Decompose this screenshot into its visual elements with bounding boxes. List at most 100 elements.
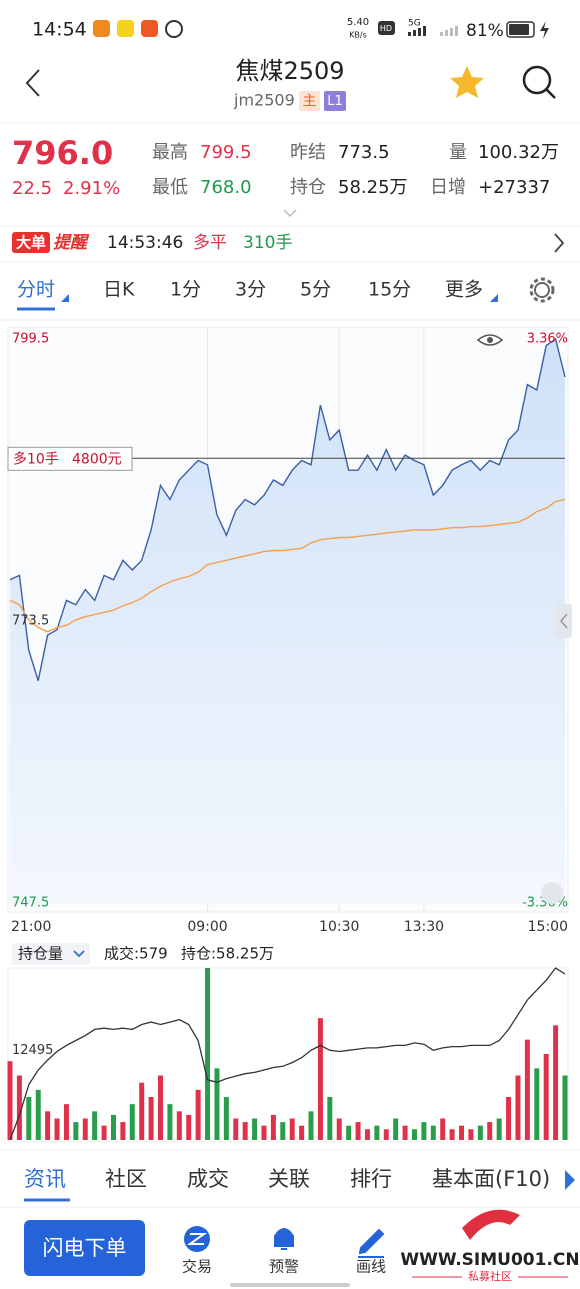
settings-teeth bbox=[529, 277, 555, 303]
info-tab[interactable]: 资讯 bbox=[24, 1167, 66, 1191]
volume-bar bbox=[129, 1104, 135, 1140]
settings-icon[interactable] bbox=[534, 282, 550, 298]
draw-icon[interactable] bbox=[358, 1228, 385, 1258]
field-label: 量 bbox=[449, 142, 467, 163]
app-icon bbox=[165, 20, 183, 38]
charging-icon bbox=[540, 21, 549, 39]
open-interest: 持仓:58.25万 bbox=[181, 945, 274, 963]
x-tick-label: 10:30 bbox=[319, 919, 359, 935]
main-badge-text: 主 bbox=[303, 94, 317, 110]
volume-bar bbox=[308, 1111, 314, 1140]
tabs-more[interactable] bbox=[565, 1170, 575, 1190]
eye-icon[interactable] bbox=[476, 334, 504, 346]
volume-bar bbox=[261, 1125, 267, 1140]
watermark-logo bbox=[462, 1209, 520, 1240]
level-badge bbox=[324, 91, 346, 111]
field-value: 100.32万 bbox=[478, 142, 559, 163]
volume-bar bbox=[383, 1129, 389, 1140]
alert-arrow[interactable] bbox=[554, 233, 565, 253]
tab-dropdown bbox=[61, 294, 69, 302]
info-tab[interactable]: 成交 bbox=[187, 1167, 229, 1191]
volume-bar bbox=[73, 1122, 79, 1140]
search-icon[interactable] bbox=[522, 65, 552, 95]
volume-bar bbox=[195, 1089, 201, 1140]
volume-bar bbox=[355, 1122, 361, 1140]
favorite-star[interactable] bbox=[450, 66, 484, 98]
alert-action: 多平 bbox=[193, 233, 227, 253]
position-label-box bbox=[7, 446, 133, 471]
reset-button[interactable] bbox=[541, 882, 563, 904]
info-tab[interactable]: 排行 bbox=[350, 1167, 392, 1191]
app-icon bbox=[93, 20, 110, 37]
volume-bar bbox=[280, 1122, 286, 1140]
info-tab[interactable]: 关联 bbox=[268, 1167, 310, 1191]
period-tab[interactable]: 更多 bbox=[445, 279, 483, 301]
info-tab[interactable]: 社区 bbox=[105, 1167, 147, 1191]
eye-pupil bbox=[487, 337, 493, 343]
order-button[interactable] bbox=[24, 1220, 145, 1276]
volume-bar bbox=[421, 1122, 427, 1140]
field-value: 58.25万 bbox=[338, 177, 408, 198]
volume-selector[interactable]: 持仓量 bbox=[18, 945, 63, 963]
volume-bar bbox=[317, 1018, 323, 1140]
volume-bar bbox=[223, 1097, 229, 1140]
volume-bar bbox=[242, 1122, 248, 1140]
period-tab[interactable]: 5分 bbox=[300, 279, 331, 301]
price-chart: 21:00 09:00 10:30 13:30 15:00 多10手 4800元 799.5 7… bbox=[7, 327, 568, 1142]
action-label[interactable]: 预警 bbox=[269, 1258, 299, 1276]
back-button[interactable] bbox=[25, 69, 40, 97]
volume-bar bbox=[534, 1068, 540, 1140]
volume-bar bbox=[270, 1114, 276, 1140]
volume-bar bbox=[299, 1125, 305, 1140]
app-icon bbox=[117, 20, 134, 37]
field-label: 日增 bbox=[430, 177, 466, 198]
volume-bar bbox=[16, 1075, 22, 1140]
period-tab[interactable]: 1分 bbox=[170, 279, 201, 301]
contract-code: jm2509 bbox=[233, 91, 295, 110]
volume-bar bbox=[289, 1118, 295, 1140]
bottom-actions: 交易 预警 画线 bbox=[182, 1258, 386, 1276]
volume-bar bbox=[374, 1125, 380, 1140]
volume-bar bbox=[205, 968, 211, 1140]
action-label[interactable]: 画线 bbox=[356, 1258, 386, 1276]
hd-badge bbox=[378, 21, 395, 35]
volume-bar bbox=[35, 1089, 41, 1140]
expand-chevron[interactable] bbox=[283, 209, 297, 218]
field-label: 昨结 bbox=[290, 142, 326, 163]
volume-bar bbox=[186, 1114, 192, 1140]
volume-bar bbox=[214, 1068, 220, 1140]
period-tab[interactable]: 日K bbox=[103, 279, 135, 301]
battery-level: 81% bbox=[466, 21, 504, 41]
turnover: 成交:579 bbox=[104, 945, 168, 963]
home-indicator bbox=[230, 1283, 350, 1287]
volume-bar bbox=[411, 1129, 417, 1140]
volume-bar bbox=[7, 1061, 13, 1140]
x-tick-label: 15:00 bbox=[528, 919, 568, 935]
side-handle[interactable] bbox=[556, 604, 572, 638]
period-tab[interactable]: 3分 bbox=[235, 279, 266, 301]
alert-icon[interactable] bbox=[274, 1228, 294, 1250]
trade-glyph bbox=[186, 1233, 208, 1245]
battery-icon bbox=[506, 21, 535, 38]
volume-bar bbox=[92, 1111, 98, 1140]
price-change-pct: 2.91% bbox=[63, 178, 120, 199]
volume-bar bbox=[148, 1097, 154, 1140]
volume-bar bbox=[553, 1025, 559, 1140]
field-label: 最低 bbox=[152, 177, 188, 198]
position-label: 多10手 bbox=[13, 450, 59, 467]
signal-type: 5G bbox=[408, 19, 421, 29]
info-tab[interactable]: 基本面(F10) bbox=[432, 1167, 550, 1191]
selector-chevron bbox=[73, 950, 85, 958]
period-tabs: 分时 日K 1分 3分 5分 15分 更多 bbox=[17, 279, 483, 301]
volume-bar bbox=[101, 1125, 107, 1140]
volume-bar bbox=[54, 1118, 60, 1140]
period-tab[interactable]: 分时 bbox=[17, 279, 55, 301]
order-button-text[interactable]: 闪电下单 bbox=[43, 1236, 127, 1260]
action-label[interactable]: 交易 bbox=[182, 1258, 212, 1276]
volume-bar bbox=[176, 1111, 182, 1140]
volume-bar bbox=[364, 1129, 370, 1140]
battery-fill bbox=[509, 24, 529, 35]
period-tab[interactable]: 15分 bbox=[368, 279, 411, 301]
volume-bar bbox=[252, 1118, 258, 1140]
selector-box[interactable] bbox=[12, 943, 90, 965]
